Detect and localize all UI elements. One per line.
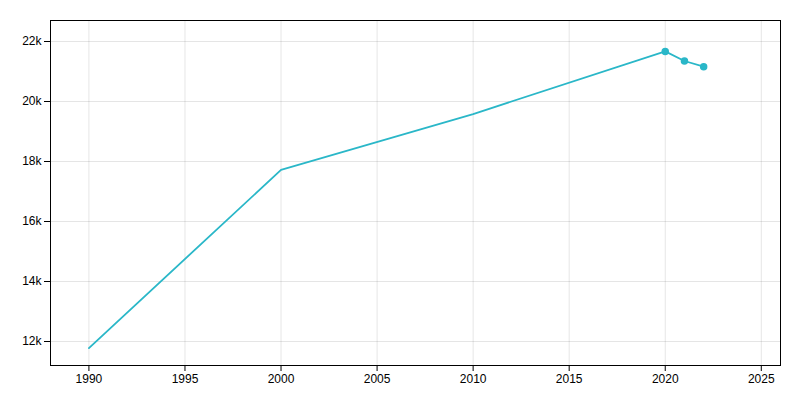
svg-text:2000: 2000 <box>268 372 295 386</box>
svg-text:18k: 18k <box>22 154 42 168</box>
svg-text:2015: 2015 <box>556 372 583 386</box>
svg-text:2020: 2020 <box>652 372 679 386</box>
svg-text:16k: 16k <box>22 214 42 228</box>
svg-text:20k: 20k <box>22 94 42 108</box>
svg-text:1995: 1995 <box>172 372 199 386</box>
svg-text:2005: 2005 <box>364 372 391 386</box>
svg-text:12k: 12k <box>22 334 42 348</box>
svg-text:2025: 2025 <box>748 372 775 386</box>
svg-text:14k: 14k <box>22 274 42 288</box>
svg-text:22k: 22k <box>22 34 42 48</box>
svg-text:2010: 2010 <box>460 372 487 386</box>
svg-text:1990: 1990 <box>76 372 103 386</box>
